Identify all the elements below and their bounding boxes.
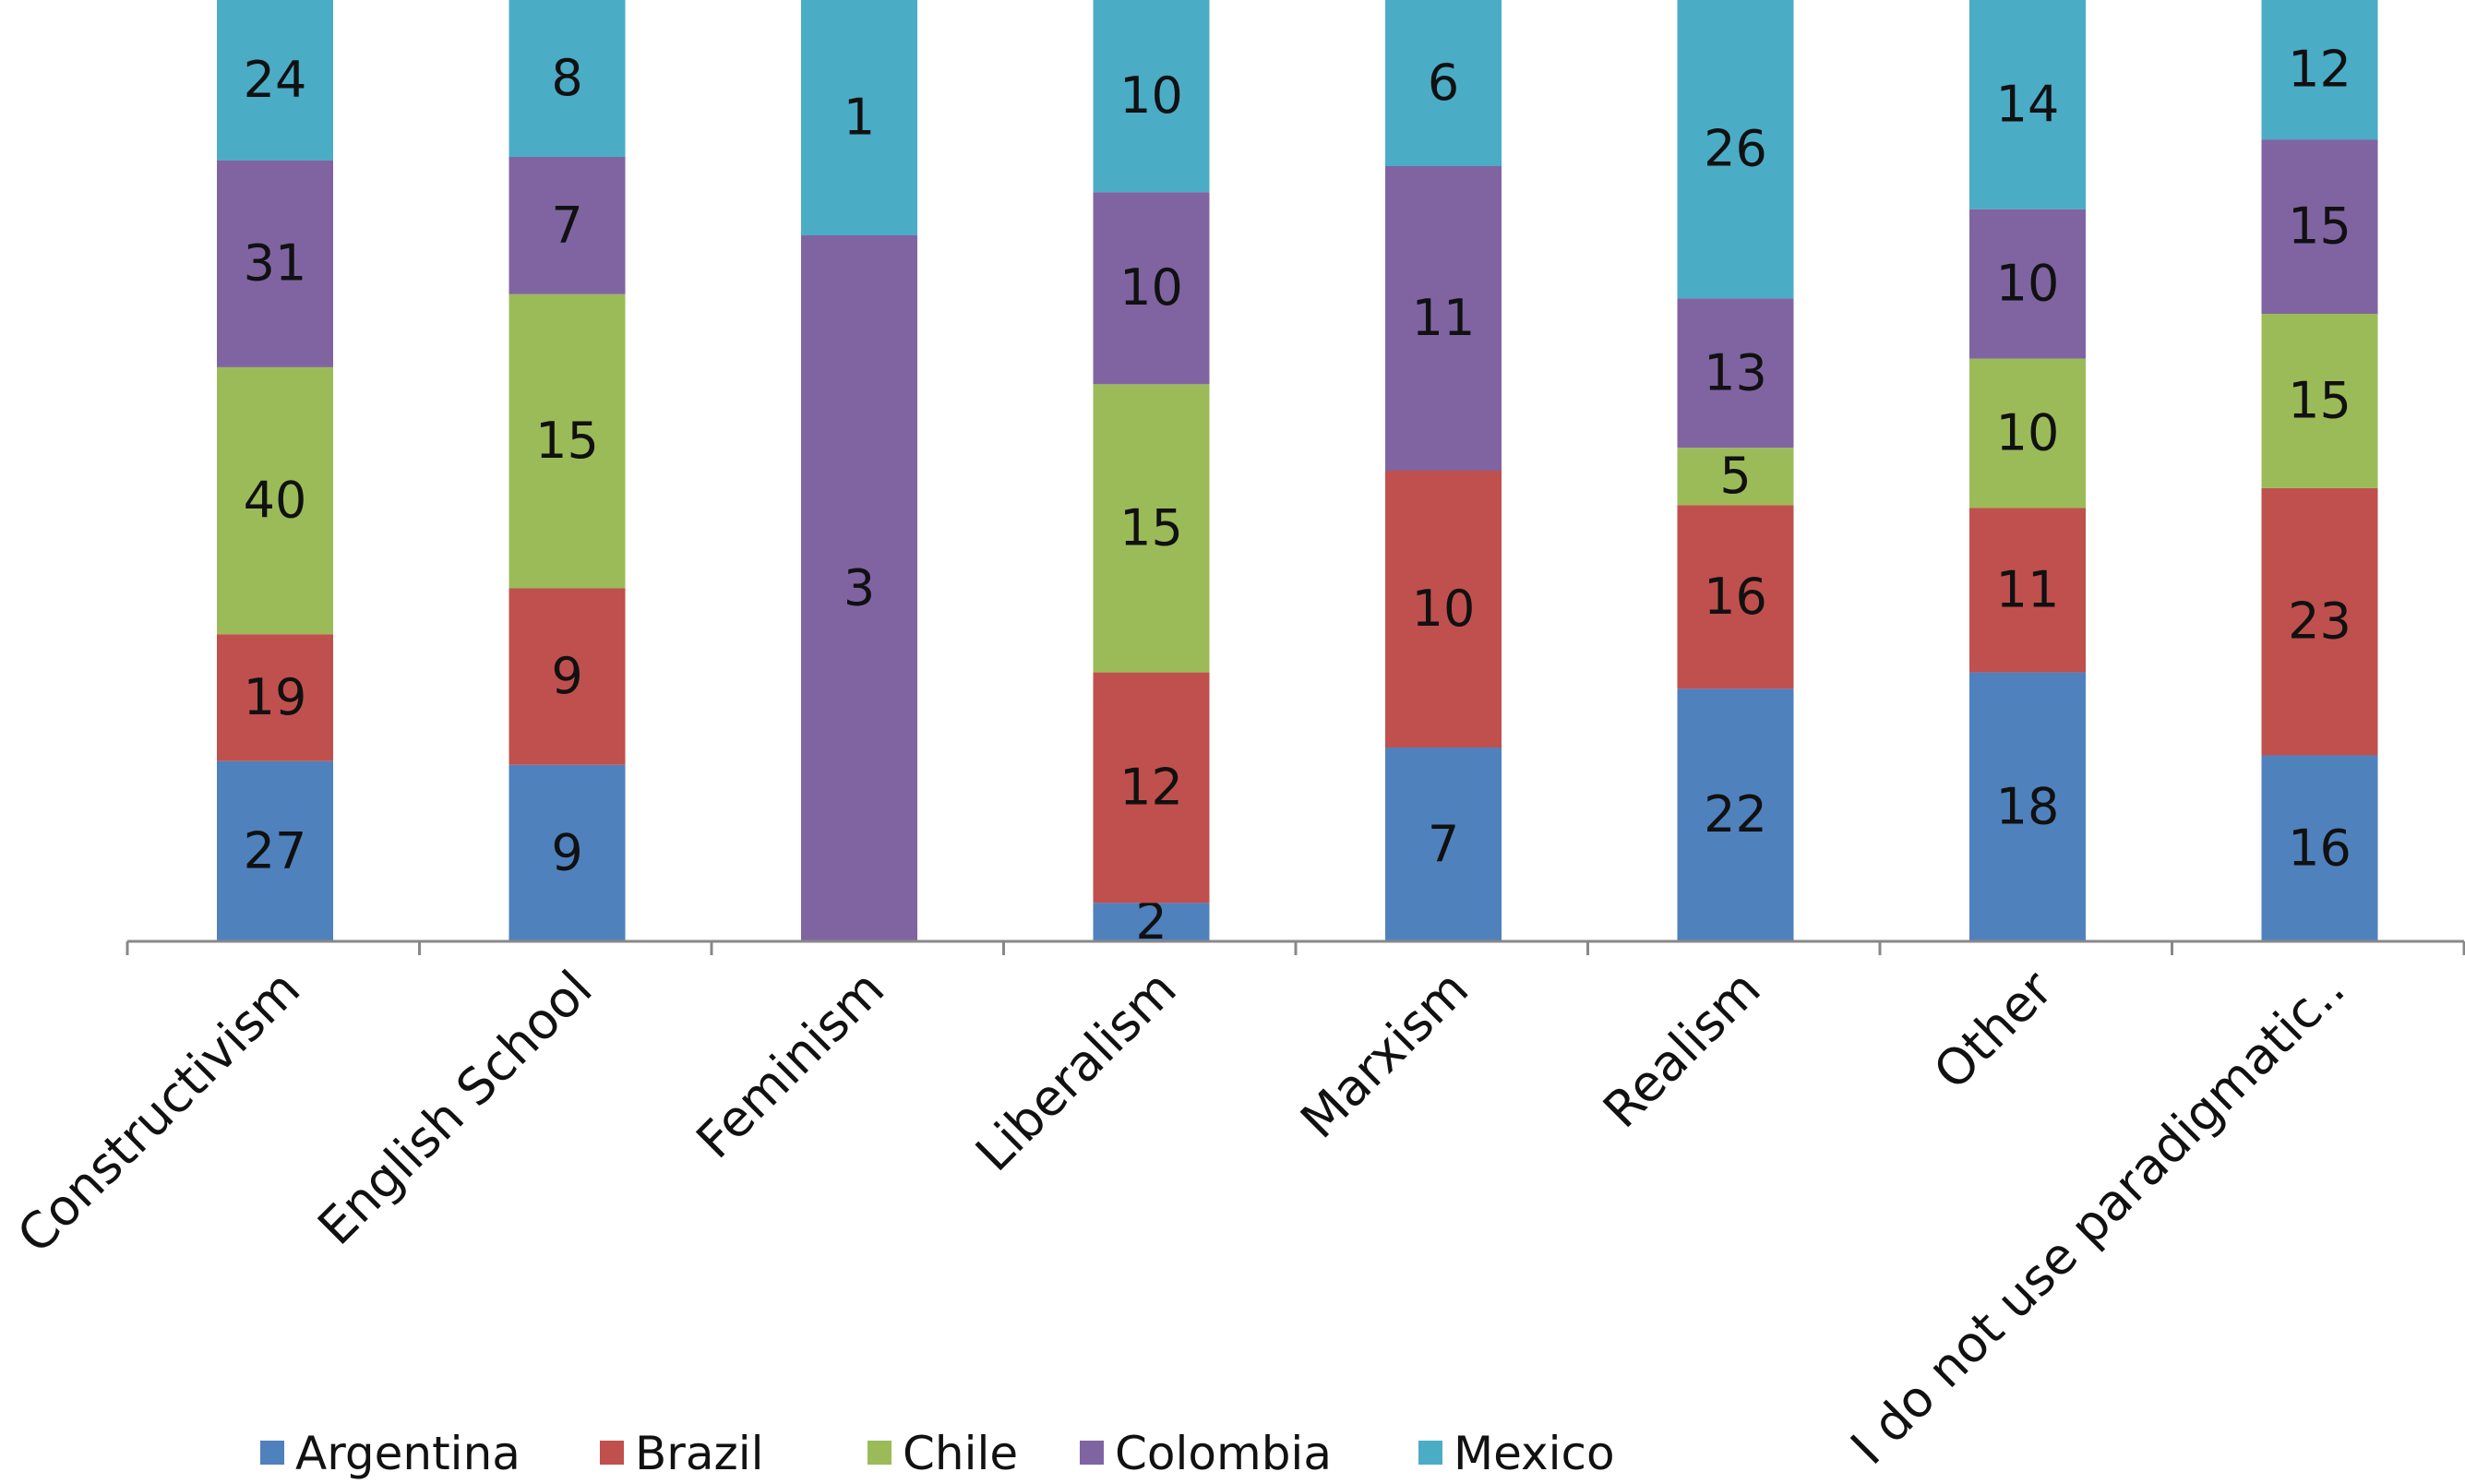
legend-label-colombia: Colombia xyxy=(1115,1427,1332,1480)
category-label-realism: Realism xyxy=(1592,960,1772,1140)
legend-swatch-colombia xyxy=(1080,1441,1104,1465)
data-label-constructivism-chile: 40 xyxy=(244,472,307,530)
bar-constructivism-colombia xyxy=(217,160,333,367)
bar-realism-colombia xyxy=(1677,298,1794,449)
legend-item-argentina: Argentina xyxy=(260,1427,521,1480)
data-label-feminism-colombia: 3 xyxy=(844,559,875,617)
bar-i-do-not-use-paradigmatic-colombia xyxy=(2261,139,2378,314)
bar-english-school-colombia xyxy=(509,157,626,294)
bar-other-mexico xyxy=(1969,0,2086,209)
bar-other-chile xyxy=(1969,358,2086,509)
data-label-i-do-not-use-paradigmatic-mexico: 12 xyxy=(2288,41,2351,99)
legend-item-brazil: Brazil xyxy=(600,1427,764,1480)
data-label-i-do-not-use-paradigmatic-brazil: 23 xyxy=(2288,592,2351,651)
bars-group: 2719403124991578312121510107101162216513… xyxy=(217,0,2378,951)
bar-liberalism-brazil xyxy=(1093,672,1210,904)
category-label-feminism: Feminism xyxy=(686,960,896,1170)
data-label-realism-brazil: 16 xyxy=(1704,568,1767,626)
data-label-other-colombia: 10 xyxy=(1996,255,2060,313)
bar-realism-mexico xyxy=(1677,0,1794,299)
data-label-other-brazil: 11 xyxy=(1996,561,2060,619)
data-label-english-school-colombia: 7 xyxy=(551,196,582,254)
bar-i-do-not-use-paradigmatic-chile xyxy=(2261,314,2378,488)
data-label-liberalism-chile: 15 xyxy=(1119,498,1183,556)
legend-swatch-brazil xyxy=(600,1441,624,1465)
legend: Argentina Brazil Chile Colombia Mexico xyxy=(260,1427,1615,1480)
data-label-liberalism-colombia: 10 xyxy=(1119,258,1183,317)
data-label-english-school-chile: 15 xyxy=(535,412,599,470)
bar-i-do-not-use-paradigmatic-mexico xyxy=(2261,0,2378,140)
category-label-marxism: Marxism xyxy=(1289,960,1479,1150)
category-label-constructivism: Constructivism xyxy=(6,960,311,1264)
data-label-constructivism-colombia: 31 xyxy=(244,234,307,293)
data-label-english-school-brazil: 9 xyxy=(551,647,582,705)
data-label-liberalism-brazil: 12 xyxy=(1119,758,1183,816)
bar-feminism-colombia xyxy=(801,235,917,941)
bar-i-do-not-use-paradigmatic-argentina xyxy=(2261,755,2378,941)
bar-marxism-argentina xyxy=(1385,748,1502,941)
legend-item-mexico: Mexico xyxy=(1418,1427,1615,1480)
data-label-i-do-not-use-paradigmatic-argentina: 16 xyxy=(2288,819,2351,877)
data-label-realism-chile: 5 xyxy=(1719,447,1751,505)
x-axis xyxy=(126,939,2465,955)
data-label-other-chile: 10 xyxy=(1996,404,2060,462)
bar-realism-brazil xyxy=(1677,505,1794,689)
bar-constructivism-brazil xyxy=(217,634,333,761)
data-label-marxism-argentina: 7 xyxy=(1428,815,1459,873)
bar-constructivism-mexico xyxy=(217,0,333,161)
data-label-constructivism-argentina: 27 xyxy=(244,821,307,880)
bar-constructivism-argentina xyxy=(217,760,333,941)
data-label-liberalism-mexico: 10 xyxy=(1119,66,1183,125)
data-label-other-argentina: 18 xyxy=(1996,777,2060,835)
legend-label-brazil: Brazil xyxy=(635,1427,764,1480)
bar-english-school-chile xyxy=(509,293,626,589)
data-label-english-school-argentina: 9 xyxy=(551,823,582,881)
data-label-realism-mexico: 26 xyxy=(1704,120,1767,178)
bar-other-colombia xyxy=(1969,209,2086,359)
bar-english-school-mexico xyxy=(509,0,626,157)
data-label-feminism-mexico: 1 xyxy=(844,89,875,147)
data-label-i-do-not-use-paradigmatic-chile: 15 xyxy=(2288,371,2351,429)
data-label-i-do-not-use-paradigmatic-colombia: 15 xyxy=(2288,197,2351,256)
bar-feminism-mexico xyxy=(801,0,917,235)
data-label-realism-argentina: 22 xyxy=(1704,785,1767,844)
bar-liberalism-mexico xyxy=(1093,0,1210,193)
bar-realism-chile xyxy=(1677,448,1794,506)
bar-liberalism-chile xyxy=(1093,384,1210,673)
legend-item-chile: Chile xyxy=(868,1427,1018,1480)
bar-realism-argentina xyxy=(1677,688,1794,941)
data-label-realism-colombia: 13 xyxy=(1704,343,1767,401)
bar-liberalism-colombia xyxy=(1093,192,1210,385)
bar-liberalism-argentina xyxy=(1093,903,1210,941)
bar-constructivism-chile xyxy=(217,366,333,635)
bar-marxism-colombia xyxy=(1385,166,1502,471)
legend-label-mexico: Mexico xyxy=(1454,1427,1615,1480)
data-label-marxism-colombia: 11 xyxy=(1412,289,1476,347)
category-label-english-school: English School xyxy=(306,960,603,1256)
bar-other-argentina xyxy=(1969,672,2086,941)
legend-label-chile: Chile xyxy=(903,1427,1018,1480)
legend-swatch-argentina xyxy=(260,1441,284,1465)
data-label-english-school-mexico: 8 xyxy=(551,49,582,107)
category-label-liberalism: Liberalism xyxy=(964,960,1188,1183)
category-label-other: Other xyxy=(1922,959,2064,1101)
bar-other-brazil xyxy=(1969,508,2086,673)
legend-swatch-mexico xyxy=(1418,1441,1442,1465)
data-label-marxism-mexico: 6 xyxy=(1428,54,1459,112)
bar-english-school-brazil xyxy=(509,588,626,765)
legend-swatch-chile xyxy=(868,1441,891,1465)
legend-item-colombia: Colombia xyxy=(1080,1427,1332,1480)
bar-marxism-mexico xyxy=(1385,0,1502,166)
data-label-constructivism-brazil: 19 xyxy=(244,668,307,726)
legend-label-argentina: Argentina xyxy=(295,1427,521,1480)
data-label-other-mexico: 14 xyxy=(1996,75,2060,133)
bar-english-school-argentina xyxy=(509,764,626,941)
data-label-marxism-brazil: 10 xyxy=(1412,580,1476,638)
data-label-constructivism-mexico: 24 xyxy=(244,51,307,109)
bar-marxism-brazil xyxy=(1385,471,1502,748)
bar-i-do-not-use-paradigmatic-brazil xyxy=(2261,487,2378,756)
category-label-i-do-not-use-paradigmatic: I do not use paradigmatic.. xyxy=(1839,960,2355,1476)
